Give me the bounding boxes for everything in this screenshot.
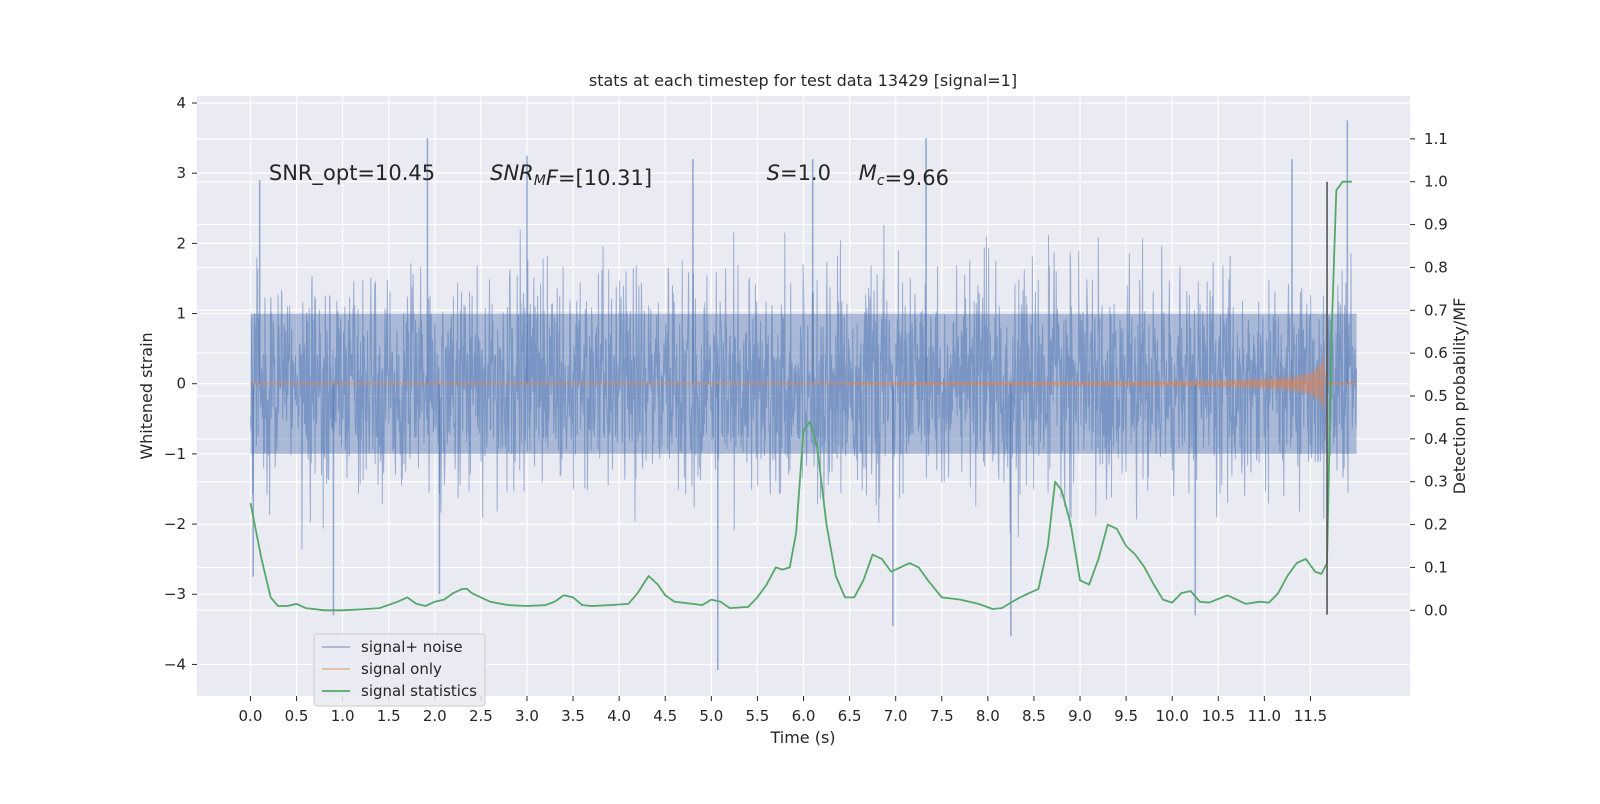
legend-label-signal-only: signal only [361, 660, 442, 678]
annotation-s-stat: S=1.0 [767, 161, 831, 185]
legend-label-signal-statistics: signal statistics [361, 682, 477, 700]
x-tick-label: 11.0 [1248, 707, 1281, 725]
annotation-snr-mf: SNRMF=[10.31] [490, 161, 652, 190]
x-tick-label: 4.5 [653, 707, 677, 725]
legend: signal+ noise signal only signal statist… [313, 633, 486, 707]
grid [197, 96, 1410, 696]
x-tick-label: 10.5 [1202, 707, 1235, 725]
legend-label-signal-noise: signal+ noise [361, 638, 463, 656]
annotation-mc: Mc=9.66 [859, 161, 949, 190]
left-axis-ticks: −4 −3 −2 −1 0 1 2 3 4 [164, 94, 197, 673]
left-tick-label: 2 [176, 234, 186, 252]
left-axis-label: Whitened strain [137, 332, 156, 459]
x-tick-label: 2.5 [469, 707, 493, 725]
x-tick-label: 11.5 [1294, 707, 1327, 725]
right-tick-label: 0.0 [1424, 601, 1448, 619]
x-tick-label: 4.0 [607, 707, 631, 725]
x-tick-label: 5.0 [699, 707, 723, 725]
right-tick-label: 0.9 [1424, 216, 1448, 234]
x-tick-label: 3.5 [561, 707, 585, 725]
right-tick-label: 1.0 [1424, 173, 1448, 191]
right-tick-label: 0.7 [1424, 301, 1448, 319]
legend-box [313, 633, 486, 707]
x-axis-ticks: 0.0 0.5 1.0 1.5 2.0 2.5 3.0 3.5 4.0 4.5 5.0 5.5 6.0 6… [239, 696, 1327, 725]
left-tick-label: 0 [176, 375, 186, 393]
x-tick-label: 7.5 [930, 707, 954, 725]
right-tick-label: 0.3 [1424, 473, 1448, 491]
x-tick-label: 6.0 [792, 707, 816, 725]
right-tick-label: 1.1 [1424, 130, 1448, 148]
x-tick-label: 7.0 [884, 707, 908, 725]
signal-noise-line [250, 224, 1357, 550]
x-tick-label: 9.5 [1114, 707, 1138, 725]
x-tick-label: 0.5 [285, 707, 309, 725]
x-tick-label: 1.0 [331, 707, 355, 725]
right-tick-label: 0.4 [1424, 430, 1448, 448]
right-tick-label: 0.6 [1424, 344, 1448, 362]
annotations: SNR_opt=10.45 SNRMF=[10.31] S=1.0 Mc=9.66 [269, 161, 949, 190]
x-tick-label: 10.0 [1155, 707, 1188, 725]
x-axis-label: Time (s) [769, 728, 835, 747]
x-tick-label: 1.5 [377, 707, 401, 725]
left-tick-label: −3 [164, 585, 186, 603]
x-tick-label: 0.0 [239, 707, 263, 725]
signal-only-line [849, 354, 1357, 409]
chart-title: stats at each timestep for test data 134… [589, 71, 1017, 90]
signal-statistics-series [249, 180, 1352, 612]
left-tick-label: −1 [164, 445, 186, 463]
x-tick-label: 6.5 [838, 707, 862, 725]
x-tick-label: 2.0 [423, 707, 447, 725]
left-tick-label: −2 [164, 515, 186, 533]
left-tick-label: 3 [176, 164, 186, 182]
signal-only-series [250, 354, 1357, 409]
right-axis-ticks: 0.0 0.1 0.2 0.3 0.4 0.5 0.6 0.7 0.8 0.9 1.0 1.1 [1410, 130, 1448, 619]
right-axis-label: Detection probability/MF [1450, 298, 1469, 495]
annotation-snr-opt: SNR_opt=10.45 [269, 161, 435, 186]
left-tick-label: 1 [176, 305, 186, 323]
x-tick-label: 8.0 [976, 707, 1000, 725]
signal-statistics-line [249, 180, 1352, 612]
left-tick-label: −4 [164, 655, 186, 673]
x-tick-label: 5.5 [745, 707, 769, 725]
right-tick-label: 0.2 [1424, 516, 1448, 534]
right-tick-label: 0.8 [1424, 258, 1448, 276]
x-tick-label: 3.0 [515, 707, 539, 725]
left-tick-label: 4 [176, 94, 186, 112]
x-tick-label: 9.0 [1068, 707, 1092, 725]
x-tick-label: 8.5 [1022, 707, 1046, 725]
right-tick-label: 0.5 [1424, 387, 1448, 405]
right-tick-label: 0.1 [1424, 558, 1448, 576]
